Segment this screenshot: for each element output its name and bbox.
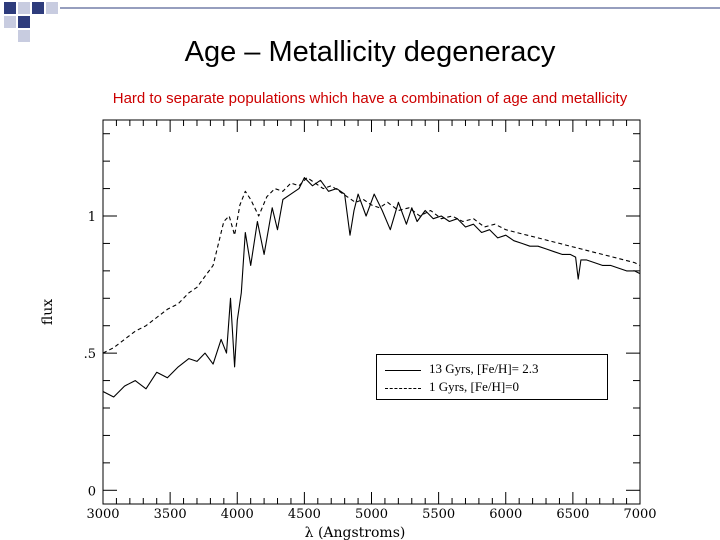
y-tick-label: 1 xyxy=(88,210,96,225)
slide-title: Age – Metallicity degeneracy xyxy=(184,36,556,68)
series-line-1gyr xyxy=(102,177,641,354)
slide-corner-squares xyxy=(4,2,720,42)
x-tick-labels: 3000 3500 4000 4500 5000 5500 6000 6500 7000 xyxy=(86,507,656,522)
x-tick-label: 6000 xyxy=(489,507,522,522)
y-tick-labels: 0.51 xyxy=(84,210,96,499)
corner-square-light xyxy=(4,16,16,28)
y-tick-label: 0 xyxy=(88,484,96,499)
legend-label: 1 Gyrs, [Fe/H]=0 xyxy=(429,379,520,394)
corner-square-dark xyxy=(4,2,16,14)
slide-subtitle: Hard to separate populations which have … xyxy=(112,90,628,107)
x-tick-label: 4500 xyxy=(288,507,321,522)
legend-swatch-dashed xyxy=(385,387,421,389)
spectra xyxy=(102,177,641,398)
x-tick-label: 4000 xyxy=(221,507,254,522)
corner-square-light xyxy=(46,2,58,14)
y-tick-label: .5 xyxy=(84,347,96,362)
corner-square-dark xyxy=(18,16,30,28)
legend-entry-solid: 13 Gyrs, [Fe/H]= 2.3 xyxy=(385,361,539,377)
x-tick-label: 7000 xyxy=(623,507,656,522)
legend-swatch-solid xyxy=(385,369,421,371)
x-axis-label: λ (Angstroms) xyxy=(305,525,406,540)
x-tick-label: 5000 xyxy=(355,507,388,522)
x-tick-label: 3000 xyxy=(86,507,119,522)
axis-ticks xyxy=(102,120,641,504)
corner-square-dark xyxy=(32,2,44,14)
y-axis-label: flux xyxy=(40,299,56,325)
series-line-13gyr xyxy=(102,177,641,398)
x-tick-label: 6500 xyxy=(556,507,589,522)
x-tick-label: 3500 xyxy=(154,507,187,522)
plot-frame xyxy=(102,119,641,505)
x-tick-label: 5500 xyxy=(422,507,455,522)
legend-label: 13 Gyrs, [Fe/H]= 2.3 xyxy=(429,361,539,376)
chart-legend: 13 Gyrs, [Fe/H]= 2.3 1 Gyrs, [Fe/H]=0 xyxy=(376,354,608,400)
corner-square-light xyxy=(18,2,30,14)
corner-square-light xyxy=(18,30,30,42)
legend-entry-dashed: 1 Gyrs, [Fe/H]=0 xyxy=(385,379,519,395)
